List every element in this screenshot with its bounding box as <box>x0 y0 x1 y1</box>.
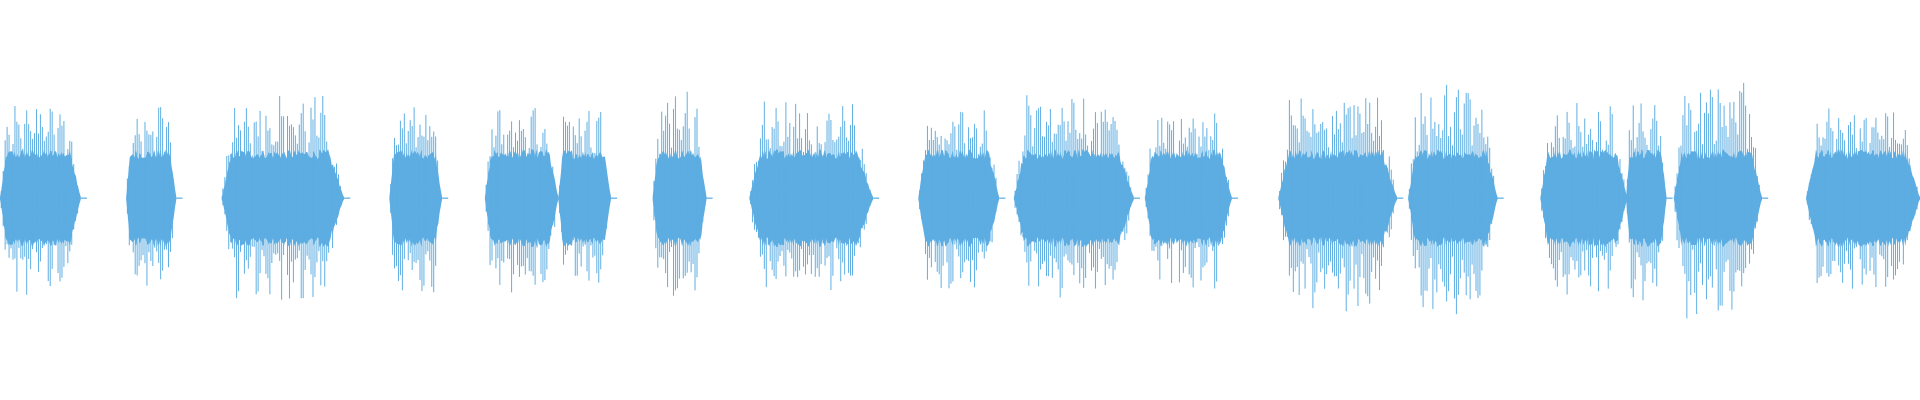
waveform-spikes <box>126 107 173 286</box>
waveform-spikes <box>1806 108 1918 289</box>
waveform-spikes <box>1541 102 1625 295</box>
waveform-spikes <box>1674 82 1760 319</box>
waveform-spikes <box>559 110 608 283</box>
waveform-spikes <box>485 108 556 293</box>
waveform-spikes <box>390 107 439 293</box>
waveform-spikes <box>1408 84 1495 315</box>
waveform-spikes <box>1279 97 1394 312</box>
waveform-spikes <box>0 106 79 295</box>
waveform-spikes <box>1014 95 1132 298</box>
waveform-spikes <box>222 96 341 300</box>
waveform-spikes <box>919 110 997 289</box>
waveform-core <box>1540 149 1628 247</box>
waveform-spikes <box>1145 113 1229 289</box>
waveform-spikes <box>1626 103 1664 301</box>
waveform-spikes <box>653 91 704 296</box>
waveform-core <box>1144 149 1232 247</box>
waveform-spikes <box>750 101 871 291</box>
